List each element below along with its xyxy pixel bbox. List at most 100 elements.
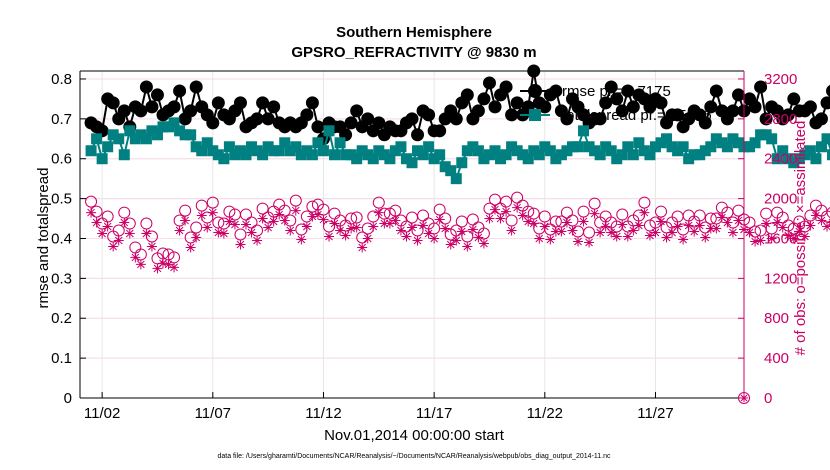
- y-tick-label-left: 0.6: [51, 151, 72, 168]
- data-point: [141, 228, 152, 239]
- data-point: [633, 220, 644, 231]
- data-point: [766, 233, 777, 244]
- data-point: [517, 149, 529, 161]
- data-point: [583, 141, 595, 153]
- y-tick-label-right: 800: [764, 310, 789, 327]
- data-point: [478, 153, 490, 165]
- data-point: [218, 153, 230, 165]
- data-point: [451, 235, 462, 246]
- data-point: [511, 145, 523, 157]
- data-point: [113, 133, 125, 145]
- data-point: [411, 128, 425, 142]
- data-point: [705, 141, 717, 153]
- data-point: [119, 217, 130, 228]
- data-point: [86, 207, 97, 218]
- data-point: [605, 145, 617, 157]
- data-point: [180, 215, 191, 226]
- data-point: [384, 153, 396, 165]
- data-point: [406, 157, 418, 169]
- data-point: [417, 149, 429, 161]
- data-point: [97, 228, 108, 239]
- data-point: [528, 145, 540, 157]
- y-tick-label-right: 2000: [764, 191, 797, 208]
- data-point: [626, 100, 640, 114]
- data-point: [262, 141, 274, 153]
- data-point: [118, 206, 131, 219]
- data-point: [639, 207, 650, 218]
- data-point: [300, 108, 314, 122]
- data-point: [484, 213, 495, 224]
- y-tick-label-right: 1600: [764, 230, 797, 247]
- data-point: [822, 221, 830, 232]
- data-point: [478, 238, 489, 249]
- data-point: [367, 153, 379, 165]
- data-point: [179, 129, 191, 141]
- data-point: [434, 149, 446, 161]
- data-point: [761, 218, 772, 229]
- y-tick-label-right: 2400: [764, 151, 797, 168]
- x-tick-label: 11/02: [84, 405, 120, 422]
- data-point: [218, 228, 229, 239]
- data-point: [528, 218, 539, 229]
- legend-item-totalspread: totalspread pr.=0.5956: [520, 107, 712, 124]
- data-point: [211, 96, 225, 110]
- data-point: [450, 173, 462, 185]
- data-point: [561, 217, 572, 228]
- data-point: [323, 125, 335, 137]
- data-point: [644, 230, 655, 241]
- data-point: [368, 221, 379, 232]
- data-point: [472, 145, 484, 157]
- data-point: [749, 137, 761, 149]
- data-point: [499, 80, 513, 94]
- data-point: [755, 129, 767, 141]
- data-point: [290, 205, 301, 216]
- data-point: [716, 212, 727, 223]
- data-point: [234, 145, 246, 157]
- data-point: [627, 149, 639, 161]
- data-point: [145, 230, 158, 243]
- data-point: [107, 129, 119, 141]
- data-point: [604, 80, 618, 94]
- data-point: [549, 84, 563, 98]
- data-point: [500, 149, 512, 161]
- y-tick-label-left: 0.2: [51, 310, 72, 327]
- data-point: [815, 141, 827, 153]
- data-point: [610, 92, 624, 106]
- data-point: [583, 226, 596, 239]
- data-point: [261, 112, 275, 126]
- data-point: [754, 80, 768, 94]
- data-point: [600, 141, 612, 153]
- data-point: [495, 153, 507, 165]
- data-point: [223, 141, 235, 153]
- data-point: [317, 145, 329, 157]
- data-point: [578, 125, 590, 137]
- data-point: [599, 96, 613, 110]
- data-point: [656, 216, 666, 227]
- data-point: [698, 116, 712, 130]
- data-point: [350, 104, 364, 118]
- data-point: [667, 227, 678, 238]
- data-point: [611, 231, 622, 242]
- data-point: [732, 137, 744, 149]
- data-point: [229, 149, 241, 161]
- data-point: [650, 227, 661, 238]
- data-point: [710, 133, 722, 145]
- data-point: [731, 88, 745, 102]
- data-point: [544, 145, 556, 157]
- data-file-footnote: data file: /Users/gharamti/Documents/NCA…: [217, 453, 611, 460]
- data-point: [455, 215, 468, 228]
- data-point: [588, 197, 601, 210]
- data-point: [124, 228, 135, 239]
- data-point: [251, 145, 263, 157]
- data-point: [473, 232, 484, 243]
- data-point: [134, 248, 147, 261]
- data-point: [201, 137, 213, 149]
- data-point: [351, 222, 362, 233]
- y-axis-label-left: rmse and totalspread: [35, 168, 52, 309]
- data-point: [655, 205, 667, 218]
- data-point: [185, 242, 196, 253]
- data-point: [405, 112, 419, 126]
- axes-layer: 0 0.1 0.2 0.3 0.4 0.5 0.6 0.7 0.8 0 400 800 1200 1600…: [51, 70, 797, 422]
- data-point: [589, 208, 600, 219]
